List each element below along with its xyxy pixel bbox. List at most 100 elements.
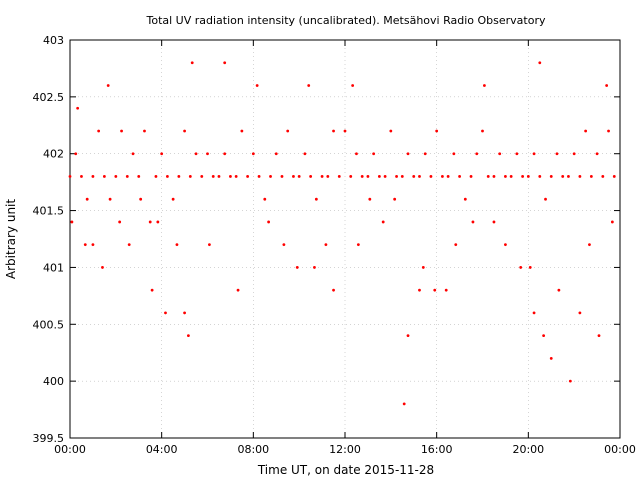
data-point [83,243,87,247]
data-point [532,152,536,156]
data-point [194,152,198,156]
data-point [255,84,259,87]
data-point [595,152,599,156]
data-point [165,175,169,178]
data-point [463,197,467,201]
data-point [544,197,547,201]
data-point [471,220,475,224]
data-point [267,220,271,224]
data-point [542,334,546,338]
data-point [127,243,131,247]
data-point [80,175,83,178]
x-tick-label: 20:00 [512,443,544,456]
data-point [412,175,416,178]
data-points [68,61,616,406]
data-point [607,129,610,133]
grid-lines [70,40,620,438]
data-point [372,152,376,156]
data-point [125,175,129,178]
data-point [504,243,507,247]
data-point [208,243,211,247]
data-point [389,129,393,133]
data-point [74,152,78,156]
data-point [101,266,104,269]
data-point [440,175,444,178]
data-point [314,197,318,201]
data-point [97,129,101,133]
data-point [188,175,192,178]
data-point [251,152,255,156]
data-point [605,84,609,87]
y-tick-label: 402.5 [33,91,65,104]
data-point [521,175,525,178]
data-point [183,129,186,133]
y-axis-label: Arbitrary unit [4,199,18,279]
data-point [400,175,404,178]
data-point [446,175,450,178]
data-point [139,197,143,201]
data-point [588,243,591,247]
y-tick-label: 400 [43,375,64,388]
data-point [150,288,154,292]
data-point [406,334,410,338]
data-point [610,220,614,224]
data-point [102,175,106,178]
data-point [295,266,299,269]
data-point [154,175,158,178]
data-point [515,152,519,156]
data-point [584,129,588,133]
data-point [85,197,89,201]
data-point [444,288,448,292]
data-point [91,243,95,247]
data-point [360,175,364,178]
data-point [324,243,328,247]
data-point [187,334,190,338]
data-point [526,175,530,178]
data-point [393,197,397,201]
data-point [240,129,244,133]
data-point [229,175,232,178]
data-point [156,220,160,224]
data-point [190,61,194,65]
data-point [538,61,542,65]
data-point [303,152,307,156]
data-point [114,175,118,178]
data-point [504,175,507,178]
data-point [601,175,605,178]
data-point [532,311,536,315]
data-point [509,175,513,178]
data-point [280,175,284,178]
data-point [164,311,167,315]
data-point [175,243,179,247]
data-point [236,288,240,292]
data-point [337,175,341,178]
data-point [131,152,135,156]
data-point [421,266,425,269]
data-point [234,175,238,178]
data-point [106,84,110,87]
x-tick-label: 12:00 [329,443,361,456]
data-point [143,129,146,133]
data-point [498,152,502,156]
data-point [589,175,593,178]
data-point [76,106,80,110]
data-point [557,288,561,292]
data-point [528,266,532,269]
data-point [406,152,410,156]
x-tick-label: 16:00 [421,443,453,456]
x-axis-label: Time UT, on date 2015-11-28 [257,463,434,477]
data-point [286,129,290,133]
data-point [433,288,437,292]
data-point [549,357,553,360]
data-point [381,220,385,224]
data-point [282,243,286,247]
x-tick-label: 00:00 [54,443,86,456]
data-point [343,129,347,133]
data-point [326,175,330,178]
data-point [572,152,576,156]
data-point [612,175,616,178]
data-point [332,288,335,292]
data-point [368,197,372,201]
data-point [200,175,204,178]
